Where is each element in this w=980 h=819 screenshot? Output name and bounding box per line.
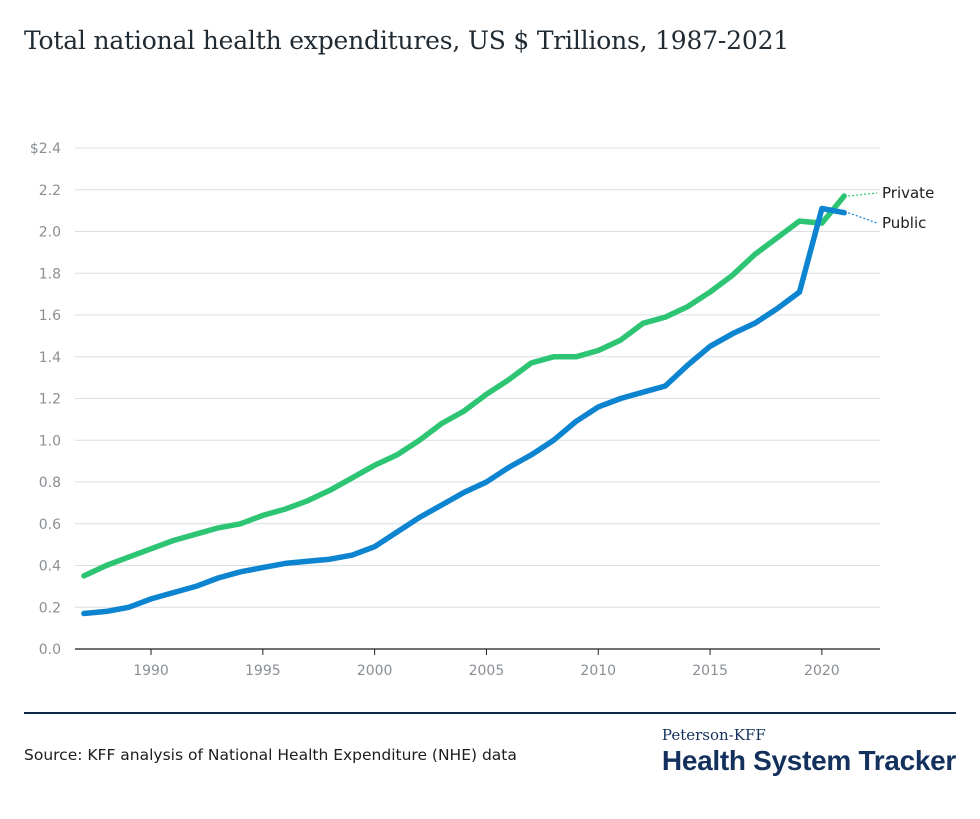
private-series-label: Private [882,184,934,202]
y-tick-label: 0.8 [39,475,61,491]
x-tick-label: 2010 [580,663,616,679]
y-tick-labels: 0.0 0.2 0.4 0.6 0.8 1.0 1.2 1.4 1.6 1.8 2.0 2.2 $2.4 [30,141,61,658]
y-tick-label: $2.4 [30,141,61,157]
public-series-label: Public [882,214,926,232]
y-tick-label: 0.6 [39,517,61,533]
x-tick-label: 1995 [245,663,281,679]
y-tick-label: 0.4 [39,559,61,575]
y-tick-label: 1.4 [39,350,61,366]
series-lines [81,193,847,617]
private-label-leader [848,192,878,197]
public-label-leader [848,212,878,224]
footer-divider [24,712,956,714]
private-series-line [81,193,847,579]
y-tick-label: 1.0 [39,433,61,449]
brand-logo: Peterson-KFF Health System Tracker [662,726,956,778]
x-tick-label: 2020 [804,663,840,679]
axes [75,648,880,655]
brand-top-text: Peterson-KFF [661,726,766,744]
brand-name: Health System Tracker [661,745,956,776]
chart-title: Total national health expenditures, US $… [24,26,789,55]
y-tick-label: 2.2 [39,183,61,199]
y-tick-label: 1.2 [39,392,61,408]
series-labels: Private Public [848,184,934,232]
y-tick-label: 1.6 [39,308,61,324]
source-note: Source: KFF analysis of National Health … [24,746,517,764]
x-tick-labels: 1990 1995 2000 2005 2010 2015 2020 [133,663,839,679]
line-chart: 0.0 0.2 0.4 0.6 0.8 1.0 1.2 1.4 1.6 1.8 2.0 2.2 $2.4… [30,141,934,679]
x-tick-label: 2005 [469,663,505,679]
x-tick-label: 1990 [133,663,169,679]
y-tick-label: 0.0 [39,642,61,658]
y-tick-label: 0.2 [39,600,61,616]
y-tick-label: 1.8 [39,266,61,282]
grid-lines [75,147,880,608]
y-tick-label: 2.0 [39,225,61,241]
public-series-line [81,205,847,617]
x-tick-label: 2015 [692,663,728,679]
x-tick-label: 2000 [357,663,393,679]
